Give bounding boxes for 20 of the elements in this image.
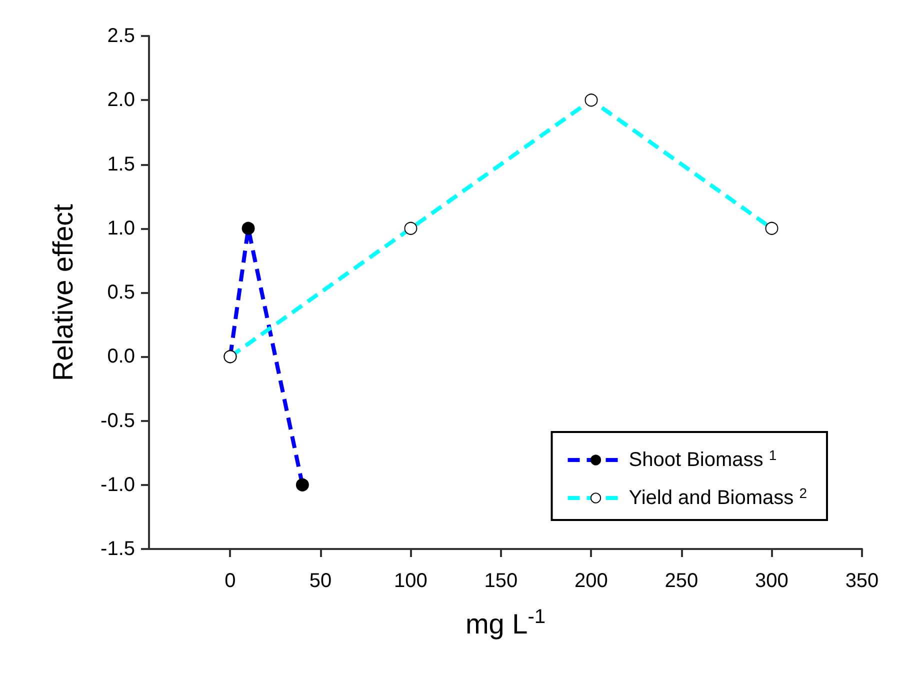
- legend-label: Shoot Biomass 1: [628, 447, 777, 471]
- y-tick-label: 1.0: [107, 217, 135, 240]
- y-tick-label: 1.5: [107, 153, 135, 176]
- y-tick-label: 2.5: [107, 25, 135, 47]
- y-axis-title: Relative effect: [48, 204, 78, 381]
- x-tick-label: 200: [574, 570, 608, 592]
- x-tick-label: 150: [484, 570, 518, 592]
- x-tick-label: 0: [224, 570, 236, 592]
- y-tick-label: 2.0: [107, 89, 135, 112]
- x-tick-label: 250: [664, 570, 698, 592]
- x-tick-label: 350: [845, 570, 879, 592]
- x-tick-label: 100: [394, 570, 428, 592]
- x-tick-label: 50: [309, 570, 332, 592]
- y-tick-label: 0.0: [107, 346, 135, 368]
- y-tick-label: -0.5: [100, 410, 135, 432]
- legend-label: Yield and Biomass 2: [628, 485, 808, 509]
- y-tick-label: 0.5: [107, 282, 135, 304]
- y-tick-label: -1.5: [100, 538, 135, 560]
- y-tick-label: -1.0: [100, 474, 135, 496]
- x-tick-label: 300: [755, 570, 788, 592]
